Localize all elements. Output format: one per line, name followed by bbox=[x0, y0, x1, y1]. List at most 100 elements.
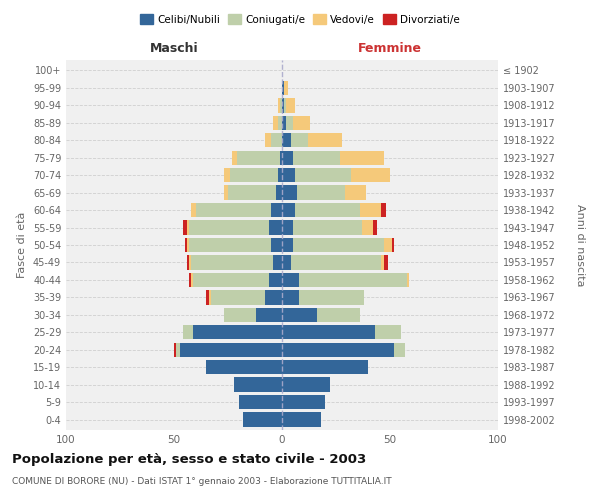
Bar bbox=[189, 273, 191, 287]
Bar bbox=[317, 308, 360, 322]
Bar bbox=[282, 273, 299, 287]
Bar bbox=[299, 290, 364, 304]
Bar bbox=[232, 150, 236, 165]
Bar bbox=[362, 220, 373, 234]
Bar bbox=[189, 220, 269, 234]
Text: Popolazione per età, sesso e stato civile - 2003: Popolazione per età, sesso e stato civil… bbox=[12, 452, 366, 466]
Bar bbox=[360, 203, 382, 217]
Bar bbox=[351, 168, 390, 182]
Text: Maschi: Maschi bbox=[149, 42, 199, 55]
Bar bbox=[295, 168, 351, 182]
Bar bbox=[282, 378, 329, 392]
Bar bbox=[284, 98, 286, 112]
Bar bbox=[196, 203, 271, 217]
Bar bbox=[375, 325, 401, 340]
Bar bbox=[290, 256, 382, 270]
Bar bbox=[293, 116, 310, 130]
Bar bbox=[228, 186, 275, 200]
Bar bbox=[224, 308, 256, 322]
Bar bbox=[293, 220, 362, 234]
Bar bbox=[282, 186, 297, 200]
Bar bbox=[239, 395, 282, 409]
Bar bbox=[269, 273, 282, 287]
Bar bbox=[187, 256, 189, 270]
Bar bbox=[282, 290, 299, 304]
Text: COMUNE DI BORORE (NU) - Dati ISTAT 1° gennaio 2003 - Elaborazione TUTTITALIA.IT: COMUNE DI BORORE (NU) - Dati ISTAT 1° ge… bbox=[12, 478, 392, 486]
Bar bbox=[185, 238, 187, 252]
Bar bbox=[271, 133, 282, 148]
Bar bbox=[282, 98, 284, 112]
Bar bbox=[383, 238, 392, 252]
Bar bbox=[282, 325, 375, 340]
Legend: Celibi/Nubili, Coniugati/e, Vedovi/e, Divorziati/e: Celibi/Nubili, Coniugati/e, Vedovi/e, Di… bbox=[136, 10, 464, 29]
Bar bbox=[382, 256, 383, 270]
Bar bbox=[189, 256, 191, 270]
Bar bbox=[278, 98, 280, 112]
Bar bbox=[224, 186, 228, 200]
Bar bbox=[299, 273, 407, 287]
Bar bbox=[236, 150, 280, 165]
Bar bbox=[293, 150, 340, 165]
Bar bbox=[278, 168, 282, 182]
Bar bbox=[282, 168, 295, 182]
Bar bbox=[269, 220, 282, 234]
Bar bbox=[407, 273, 409, 287]
Bar bbox=[209, 290, 211, 304]
Bar bbox=[181, 342, 282, 357]
Bar bbox=[206, 360, 282, 374]
Bar bbox=[344, 186, 366, 200]
Bar bbox=[187, 238, 189, 252]
Bar bbox=[230, 168, 278, 182]
Y-axis label: Anni di nascita: Anni di nascita bbox=[575, 204, 585, 286]
Bar bbox=[282, 220, 293, 234]
Bar bbox=[206, 290, 209, 304]
Bar bbox=[191, 256, 274, 270]
Text: Femmine: Femmine bbox=[358, 42, 422, 55]
Bar bbox=[282, 412, 321, 426]
Bar bbox=[174, 342, 176, 357]
Bar bbox=[189, 238, 271, 252]
Bar bbox=[295, 203, 360, 217]
Bar bbox=[193, 273, 269, 287]
Bar bbox=[282, 395, 325, 409]
Bar bbox=[293, 238, 383, 252]
Bar bbox=[382, 203, 386, 217]
Bar bbox=[308, 133, 343, 148]
Bar bbox=[211, 290, 265, 304]
Bar bbox=[282, 256, 290, 270]
Bar bbox=[274, 116, 278, 130]
Bar bbox=[224, 168, 230, 182]
Bar bbox=[265, 290, 282, 304]
Bar bbox=[191, 203, 196, 217]
Bar bbox=[290, 133, 308, 148]
Bar bbox=[282, 150, 293, 165]
Bar bbox=[282, 342, 394, 357]
Bar bbox=[340, 150, 383, 165]
Bar bbox=[191, 273, 193, 287]
Bar bbox=[278, 116, 282, 130]
Bar bbox=[275, 186, 282, 200]
Bar bbox=[392, 238, 394, 252]
Bar bbox=[182, 325, 193, 340]
Bar bbox=[271, 238, 282, 252]
Bar bbox=[284, 81, 289, 95]
Bar bbox=[383, 256, 388, 270]
Bar bbox=[282, 81, 284, 95]
Bar bbox=[280, 150, 282, 165]
Bar bbox=[297, 186, 344, 200]
Bar bbox=[282, 133, 290, 148]
Bar bbox=[193, 325, 282, 340]
Bar bbox=[282, 203, 295, 217]
Bar bbox=[243, 412, 282, 426]
Bar bbox=[256, 308, 282, 322]
Bar bbox=[282, 360, 368, 374]
Bar bbox=[176, 342, 181, 357]
Bar bbox=[282, 238, 293, 252]
Bar bbox=[286, 116, 293, 130]
Bar bbox=[373, 220, 377, 234]
Bar bbox=[187, 220, 189, 234]
Bar bbox=[265, 133, 271, 148]
Bar bbox=[271, 203, 282, 217]
Bar bbox=[282, 116, 286, 130]
Bar bbox=[394, 342, 405, 357]
